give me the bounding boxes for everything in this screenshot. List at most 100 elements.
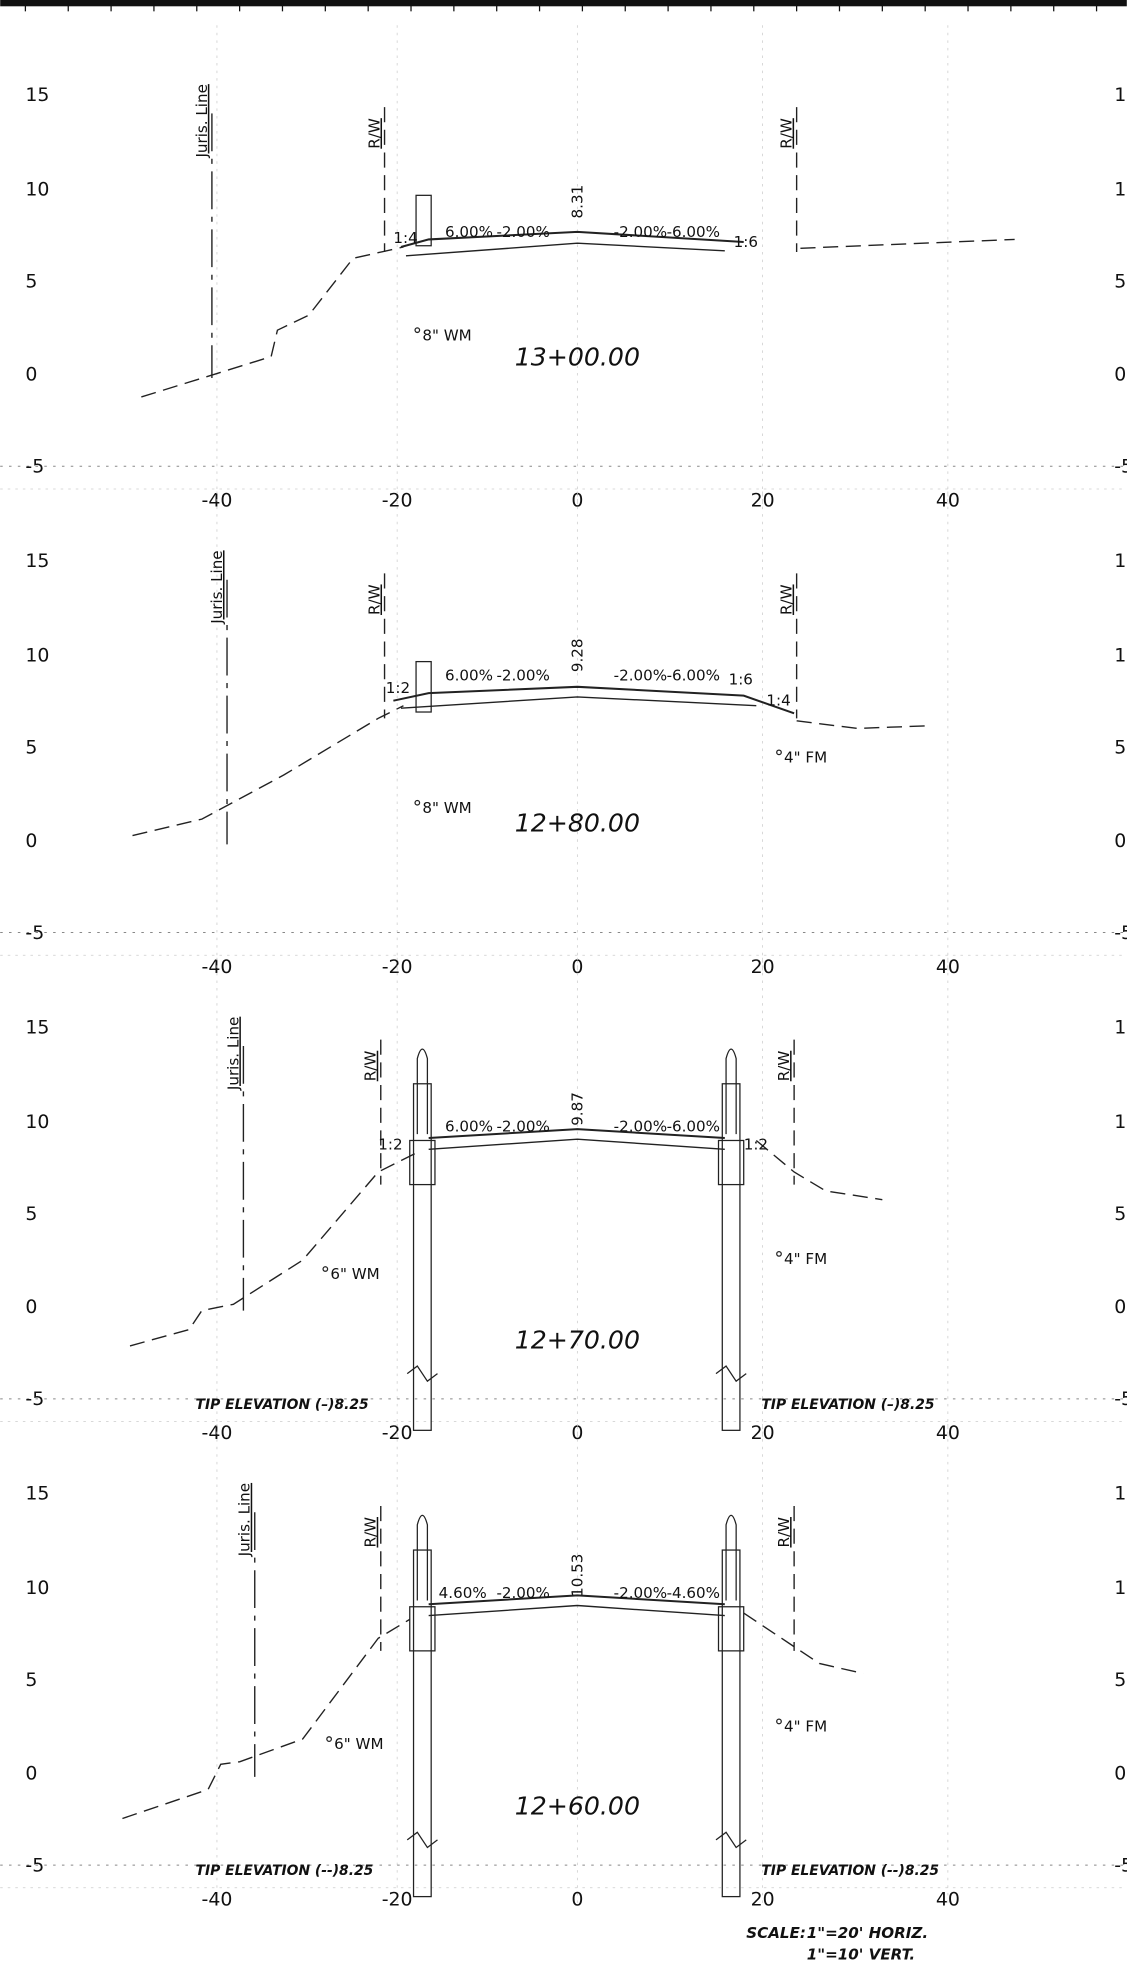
y-axis-label-right: -5	[1114, 1388, 1127, 1410]
utility-marker	[776, 1251, 782, 1257]
y-axis-label: 5	[25, 1669, 37, 1691]
y-axis-label-right: -5	[1114, 1854, 1127, 1876]
road-surface	[428, 1128, 725, 1139]
barrier	[725, 1514, 737, 1601]
pile-cap	[717, 1606, 745, 1652]
utility-marker	[776, 1718, 782, 1725]
slope-label: 6.00%	[445, 667, 493, 685]
utility-marker	[414, 327, 421, 334]
pile-cap	[717, 1139, 745, 1186]
slope-label: -2.00%	[614, 667, 667, 685]
y-axis-label: 10	[25, 645, 49, 667]
elevation-label: 9.87	[568, 1092, 586, 1126]
slope-label: -2.00%	[614, 1118, 667, 1136]
side-slope-label: 1:2	[386, 679, 410, 697]
slope-label: -2.00%	[496, 1584, 549, 1602]
side-slope-label: 1:4	[766, 692, 790, 710]
y-axis-label-right: 0	[1114, 830, 1126, 852]
ground-line	[755, 1139, 883, 1201]
slope-label: -6.00%	[667, 667, 720, 685]
y-axis-label-right: 10	[1114, 1577, 1127, 1599]
y-axis-label: 15	[25, 550, 49, 572]
y-axis-label-right: 0	[1114, 1762, 1126, 1784]
juris-label: Juris. Line	[208, 550, 226, 624]
tip-elevation: TIP ELEVATION (--)8.25	[196, 1863, 374, 1879]
barrier	[416, 1048, 429, 1135]
utility-label: 4" FM	[784, 748, 827, 766]
y-axis-label: -5	[25, 456, 44, 478]
pile	[412, 1083, 432, 1431]
x-axis-label: -20	[382, 1888, 413, 1910]
y-axis-label-right: 15	[1114, 84, 1127, 106]
tip-elevation: TIP ELEVATION (–)8.25	[761, 1397, 934, 1413]
rw-label: R/W	[778, 118, 796, 149]
rw-label: R/W	[362, 1517, 380, 1548]
slope-label: 6.00%	[445, 1118, 493, 1136]
y-axis-label: 10	[25, 1577, 49, 1599]
y-axis-label-right: 15	[1114, 1016, 1127, 1038]
barrier	[725, 1048, 737, 1135]
road-surface	[393, 685, 795, 715]
y-axis-label: 15	[25, 1483, 49, 1505]
pile	[412, 1549, 432, 1898]
utility-label: 8" WM	[422, 799, 471, 817]
road-surface	[400, 230, 744, 248]
slope-label: -2.00%	[496, 667, 549, 685]
ground-line	[800, 238, 1015, 249]
slope-label: -6.00%	[667, 223, 720, 241]
y-axis-label: 15	[25, 1016, 49, 1038]
side-slope-label: 1:6	[734, 233, 758, 251]
rw-label: R/W	[366, 584, 384, 615]
road-base	[405, 242, 725, 257]
y-axis-label: 10	[25, 178, 49, 200]
y-axis-label-right: 5	[1114, 1669, 1126, 1691]
utility-marker	[322, 1266, 329, 1272]
y-axis-label: 5	[25, 1203, 37, 1225]
road-base	[400, 696, 757, 709]
y-axis-label: -5	[25, 1854, 44, 1876]
y-axis-label: 0	[25, 364, 37, 386]
side-slope-label: 1:4	[393, 229, 417, 247]
scale-horizontal: 1"=20' HORIZ.	[807, 1924, 928, 1942]
station-label: 12+70.00	[515, 1325, 640, 1354]
barrier	[416, 1514, 429, 1601]
ground-line	[132, 705, 404, 837]
slope-label: -2.00%	[614, 223, 667, 241]
x-axis-label: 0	[571, 1888, 583, 1910]
y-axis-label: 5	[25, 737, 37, 759]
slope-label: -2.00%	[496, 1118, 549, 1136]
x-axis-label: 20	[751, 1888, 775, 1910]
pile	[721, 1549, 741, 1898]
y-axis-label-right: 15	[1114, 550, 1127, 572]
y-axis-label: 5	[25, 270, 37, 292]
side-slope-label: 1:2	[744, 1135, 768, 1153]
x-axis-label: 40	[936, 1888, 960, 1910]
y-axis-label-right: 10	[1114, 178, 1127, 200]
pile-break	[406, 1365, 438, 1383]
y-axis-label: -5	[25, 1388, 44, 1410]
y-axis-label-right: 10	[1114, 645, 1127, 667]
y-axis-label-right: 0	[1114, 1296, 1126, 1318]
utility-marker	[414, 799, 421, 806]
rw-label: R/W	[775, 1517, 793, 1548]
utility-label: 6" WM	[334, 1735, 383, 1753]
station-label: 13+00.00	[515, 342, 640, 371]
rw-label: R/W	[775, 1051, 793, 1082]
juris-label: Juris. Line	[193, 84, 211, 158]
guardrail	[415, 194, 432, 247]
y-axis-label-right: 5	[1114, 270, 1126, 292]
ground-line	[141, 246, 404, 398]
utility-label: 6" WM	[330, 1265, 379, 1283]
tip-elevation: TIP ELEVATION (--)8.25	[761, 1863, 939, 1879]
x-axis-label: -40	[202, 1888, 233, 1910]
rw-label: R/W	[778, 584, 796, 615]
rw-label: R/W	[366, 118, 384, 149]
side-slope-label: 1:2	[378, 1135, 402, 1153]
y-axis-label-right: -5	[1114, 922, 1127, 944]
pile-cap	[409, 1606, 436, 1652]
y-axis-label-right: 5	[1114, 1203, 1126, 1225]
y-axis-label: 0	[25, 1296, 37, 1318]
pile-break	[715, 1365, 747, 1383]
